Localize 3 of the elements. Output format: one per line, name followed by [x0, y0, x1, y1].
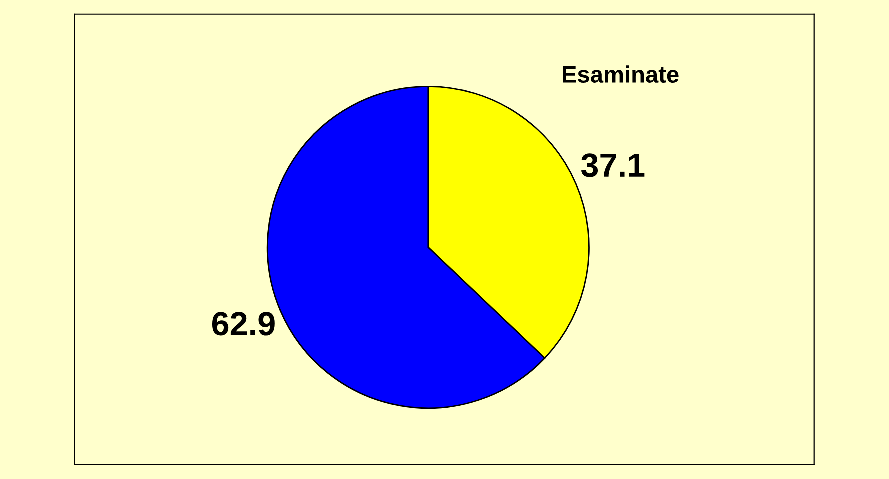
data-label: 62.9 — [212, 312, 275, 336]
slice-label: Esaminate — [563, 66, 679, 84]
data-label: 37.1 — [581, 154, 645, 178]
